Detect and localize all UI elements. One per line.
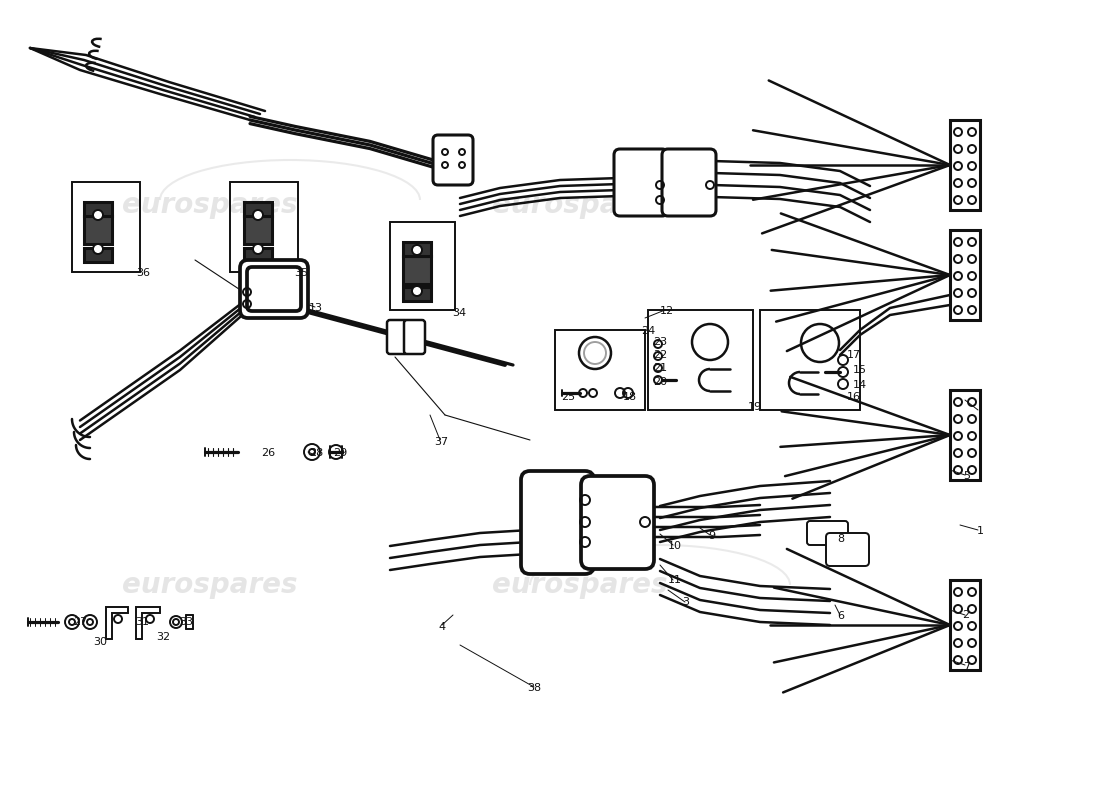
Text: 4: 4 [439, 622, 446, 632]
FancyBboxPatch shape [581, 476, 654, 569]
Circle shape [412, 245, 422, 255]
Text: eurospares: eurospares [493, 571, 668, 599]
Text: 26: 26 [261, 448, 275, 458]
Bar [950, 390, 980, 480]
Text: 7: 7 [964, 662, 970, 672]
FancyBboxPatch shape [240, 260, 308, 318]
Text: 10: 10 [668, 541, 682, 551]
Text: 38: 38 [527, 683, 541, 693]
Text: 11: 11 [668, 575, 682, 585]
FancyBboxPatch shape [521, 471, 594, 574]
Text: 36: 36 [136, 268, 150, 278]
Text: 8: 8 [837, 534, 845, 544]
Circle shape [253, 244, 263, 254]
FancyBboxPatch shape [662, 149, 716, 216]
FancyBboxPatch shape [404, 320, 425, 354]
Text: 22: 22 [653, 350, 667, 360]
Bar [244, 202, 272, 216]
Text: 25: 25 [561, 392, 575, 402]
FancyBboxPatch shape [248, 267, 301, 311]
Bar [390, 222, 455, 310]
Text: 24: 24 [641, 326, 656, 336]
Text: 2: 2 [962, 610, 969, 620]
Circle shape [253, 210, 263, 220]
Text: 19: 19 [748, 402, 762, 412]
FancyBboxPatch shape [807, 521, 848, 545]
Circle shape [412, 286, 422, 296]
Bar [244, 248, 272, 262]
Bar [403, 242, 431, 256]
Bar [84, 216, 112, 244]
Bar [950, 230, 980, 320]
Text: eurospares: eurospares [122, 571, 298, 599]
Bar [950, 120, 980, 210]
Text: 13: 13 [309, 303, 323, 313]
FancyBboxPatch shape [826, 533, 869, 566]
Text: 31: 31 [135, 617, 149, 627]
Text: 16: 16 [847, 392, 861, 402]
Text: 21: 21 [653, 363, 667, 373]
Text: 14: 14 [852, 380, 867, 390]
Text: eurospares: eurospares [493, 191, 668, 219]
Text: 27: 27 [73, 617, 87, 627]
Bar [84, 202, 112, 216]
Text: 30: 30 [94, 637, 107, 647]
Bar [403, 256, 431, 284]
Text: 12: 12 [660, 306, 674, 316]
Text: 3: 3 [682, 597, 690, 607]
Bar [84, 248, 112, 262]
Text: 9: 9 [708, 531, 716, 541]
Text: 37: 37 [433, 437, 448, 447]
Bar [72, 182, 140, 272]
Text: 33: 33 [179, 617, 192, 627]
Text: 20: 20 [653, 377, 667, 387]
Text: 35: 35 [294, 268, 308, 278]
Text: 1: 1 [977, 526, 983, 536]
Bar [760, 310, 860, 410]
FancyBboxPatch shape [433, 135, 473, 185]
Bar [230, 182, 298, 272]
Bar [556, 330, 645, 410]
Bar [648, 310, 754, 410]
Text: 6: 6 [837, 611, 845, 621]
Text: 29: 29 [333, 448, 348, 458]
Text: 17: 17 [847, 350, 861, 360]
Text: 23: 23 [653, 337, 667, 347]
Circle shape [94, 244, 103, 254]
FancyBboxPatch shape [614, 149, 668, 216]
Bar [403, 287, 431, 301]
Text: 34: 34 [452, 308, 466, 318]
Text: eurospares: eurospares [122, 191, 298, 219]
Text: 18: 18 [623, 392, 637, 402]
Bar [244, 216, 272, 244]
Text: 5: 5 [964, 471, 970, 481]
Text: 28: 28 [309, 448, 323, 458]
Text: 15: 15 [852, 365, 867, 375]
FancyBboxPatch shape [387, 320, 408, 354]
Text: 32: 32 [156, 632, 170, 642]
Bar [950, 580, 980, 670]
Circle shape [94, 210, 103, 220]
